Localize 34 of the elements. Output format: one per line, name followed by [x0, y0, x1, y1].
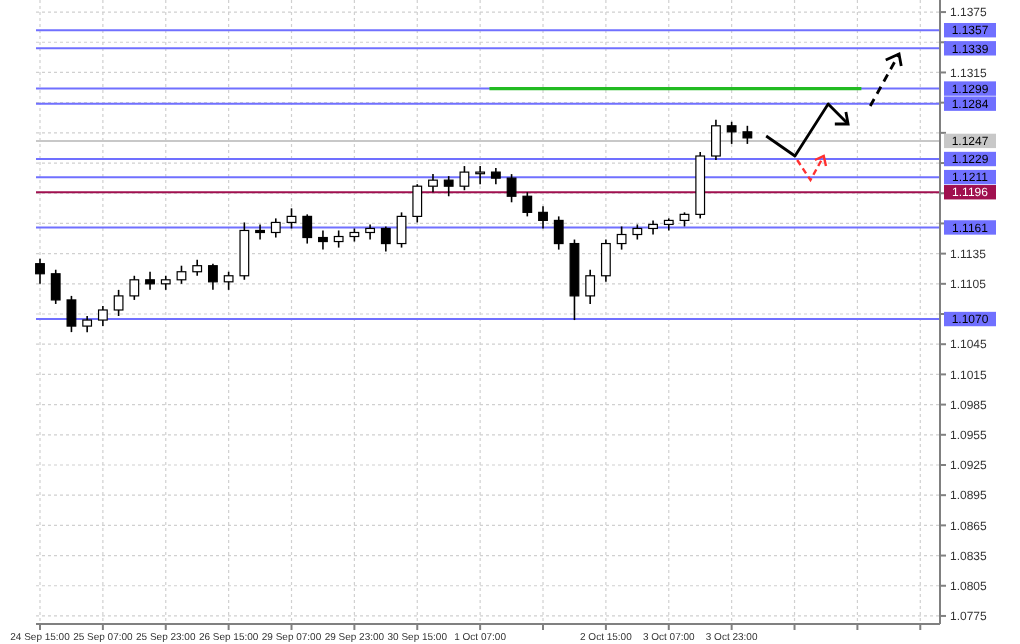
- candlestick: [428, 173, 438, 194]
- candlestick: [255, 223, 265, 241]
- candlestick: [286, 207, 297, 230]
- candlestick: [506, 173, 517, 204]
- candlestick: [145, 270, 155, 291]
- candlestick: [475, 165, 486, 185]
- candlestick: [365, 223, 376, 241]
- candlestick: [176, 264, 187, 285]
- candlestick: [553, 215, 564, 251]
- candlestick: [616, 225, 627, 251]
- candlestick: [113, 289, 124, 317]
- candlestick: [711, 118, 721, 161]
- candlestick: [600, 238, 611, 283]
- candlestick: [50, 268, 61, 305]
- candlestick: [742, 125, 753, 145]
- candlestick: [223, 270, 234, 291]
- candlestick: [35, 257, 45, 285]
- candlestick: [380, 225, 391, 253]
- candlestick: [239, 221, 250, 281]
- candlestick: [396, 211, 407, 249]
- candlestick: [412, 183, 423, 224]
- candlestick: [538, 205, 548, 230]
- candlestick: [97, 305, 108, 327]
- candlestick: [129, 274, 140, 301]
- candlestick: [66, 295, 77, 333]
- candlestick: [522, 191, 533, 218]
- candlestick: [207, 262, 218, 291]
- candlestick: [726, 120, 737, 145]
- candlestick: [270, 217, 281, 239]
- candlestick: [443, 175, 454, 198]
- candlestick: [302, 213, 313, 245]
- candlestick: [459, 165, 470, 192]
- candlestick: [585, 268, 596, 305]
- candlestick: [318, 229, 328, 251]
